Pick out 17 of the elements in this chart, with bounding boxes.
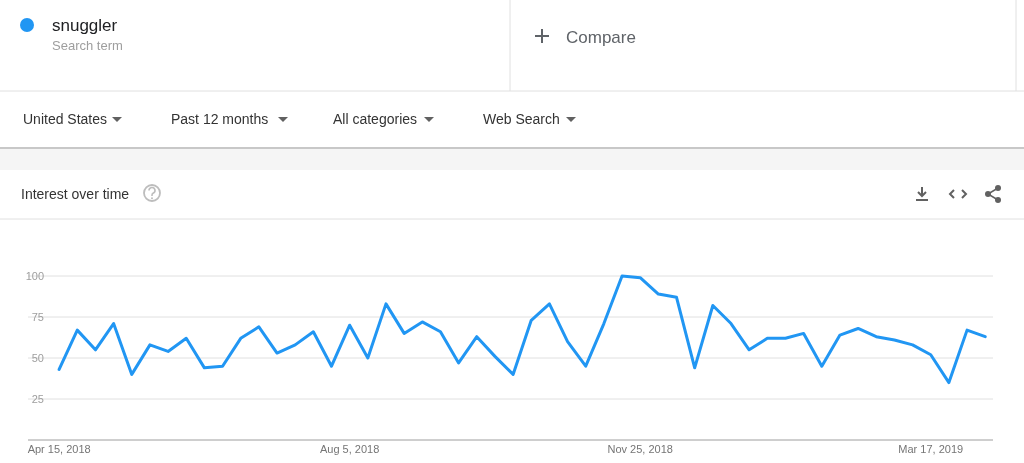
y-tick-label: 25	[31, 392, 44, 405]
legend-label: snuggler	[52, 16, 118, 35]
y-tick-label: 50	[31, 351, 44, 364]
y-tick-label: 75	[31, 310, 44, 323]
x-tick-label: Apr 15, 2018	[27, 443, 91, 455]
x-tick-label: Nov 25, 2018	[607, 443, 673, 455]
x-tick-label: Aug 5, 2018	[319, 443, 380, 455]
text: Web Search	[483, 111, 560, 127]
line-series	[57, 274, 987, 385]
text: All categories	[333, 111, 418, 127]
y-tick-label: 100	[25, 269, 44, 282]
chart-subtitle: Search term	[52, 38, 123, 53]
text: United States	[23, 111, 108, 127]
text: Past 12 months	[171, 111, 269, 127]
x-tick-label: Mar 17, 2019	[898, 443, 964, 455]
chart-title: Interest over time	[21, 186, 130, 202]
text: Compare	[566, 28, 636, 47]
